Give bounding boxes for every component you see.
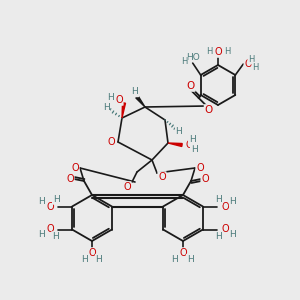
Text: O: O	[115, 95, 123, 105]
Text: O: O	[88, 248, 96, 258]
Text: O: O	[46, 224, 54, 235]
Text: O: O	[214, 47, 222, 57]
Text: H: H	[187, 254, 194, 263]
Text: O: O	[71, 163, 79, 173]
Text: H: H	[206, 47, 212, 56]
Text: O: O	[221, 202, 229, 212]
Text: H: H	[176, 127, 182, 136]
Text: H: H	[182, 58, 188, 67]
Text: O: O	[221, 224, 229, 235]
Text: O: O	[244, 59, 252, 69]
Text: O: O	[179, 248, 187, 258]
Polygon shape	[122, 103, 125, 118]
Text: H: H	[172, 254, 178, 263]
Text: H: H	[132, 88, 138, 97]
Text: H: H	[230, 197, 236, 206]
Text: H: H	[38, 230, 44, 239]
Text: O: O	[187, 81, 195, 91]
Text: O: O	[123, 182, 131, 192]
Polygon shape	[168, 143, 182, 146]
Text: H: H	[215, 195, 222, 204]
Text: O: O	[158, 172, 166, 182]
Text: H: H	[215, 232, 222, 241]
Text: H: H	[52, 232, 58, 241]
Text: H: H	[230, 230, 236, 239]
Text: H: H	[252, 62, 259, 71]
Text: H: H	[248, 55, 254, 64]
Text: H: H	[190, 146, 197, 154]
Text: O: O	[66, 174, 74, 184]
Text: O: O	[185, 140, 193, 150]
Text: HO: HO	[186, 52, 200, 62]
Text: H: H	[108, 92, 114, 101]
Text: H: H	[103, 103, 110, 112]
Text: O: O	[196, 163, 204, 173]
Text: H: H	[189, 136, 195, 145]
Text: O: O	[201, 174, 209, 184]
Text: O: O	[107, 137, 115, 147]
Text: H: H	[38, 197, 44, 206]
Polygon shape	[136, 96, 145, 107]
Text: O: O	[205, 105, 213, 115]
Text: H: H	[96, 254, 102, 263]
Text: O: O	[46, 202, 54, 212]
Text: H: H	[224, 47, 230, 56]
Text: H: H	[81, 254, 87, 263]
Text: H: H	[53, 195, 59, 204]
